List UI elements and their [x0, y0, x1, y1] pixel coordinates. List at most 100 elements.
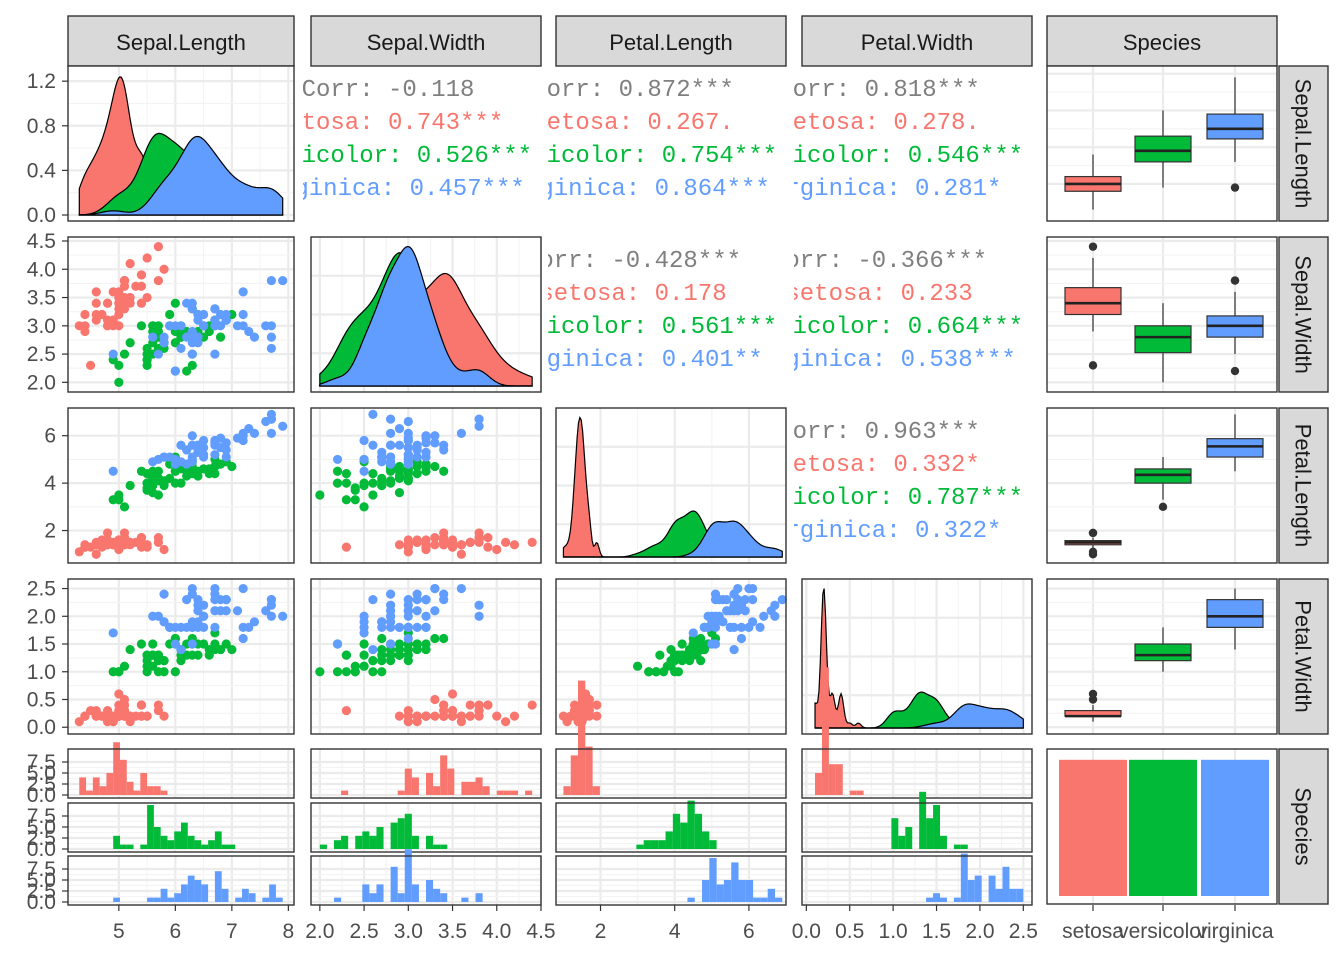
hist-bar — [153, 786, 161, 795]
strip-label: Petal.Length — [609, 30, 733, 55]
scatter-point — [359, 617, 369, 627]
strip-label: Petal.Width — [1291, 600, 1316, 713]
panel-2-1 — [310, 407, 543, 564]
scatter-point — [341, 542, 351, 552]
scatter-point — [210, 606, 220, 616]
hist-bar — [926, 818, 934, 849]
strip-background — [1278, 748, 1329, 905]
scatter-point — [261, 606, 271, 616]
panel-4-2 — [555, 680, 787, 906]
scatter-point — [777, 595, 787, 605]
hist-bar — [140, 773, 148, 795]
scatter-point — [430, 606, 440, 616]
hist-bar — [953, 897, 961, 902]
panel-border — [801, 578, 1033, 735]
scatter-point — [102, 528, 113, 538]
strip-label: Sepal.Width — [367, 30, 486, 55]
scatter-point — [131, 281, 141, 291]
hist-bar — [570, 755, 579, 795]
corr-virginica: virginica: 0.322* — [757, 518, 1002, 545]
corr-text-group: Corr: -0.428*** setosa: 0.178 versicolor: … — [539, 248, 777, 374]
hist-facet-setosa — [67, 742, 295, 799]
hist-bar — [919, 791, 927, 849]
scatter-point — [673, 667, 684, 677]
box-outlier — [1158, 502, 1168, 512]
scatter-point — [238, 309, 248, 320]
hist-bar — [133, 790, 141, 795]
scatter-point — [770, 600, 780, 610]
strip-col-species: Species — [1046, 15, 1278, 67]
scatter-point — [238, 622, 248, 632]
scatter-point — [80, 321, 90, 331]
scatter-point — [142, 711, 152, 721]
scatter-point — [386, 476, 396, 486]
hist-bar — [933, 893, 940, 902]
panel-4-0 — [67, 742, 295, 906]
scatter-point — [394, 650, 405, 660]
hist-bar — [665, 831, 673, 849]
scatter-point — [199, 321, 209, 331]
strip-background — [1278, 65, 1329, 222]
scatter-point — [341, 705, 351, 716]
scatter-point — [729, 644, 739, 655]
panel-border — [555, 802, 787, 853]
scatter-point — [249, 428, 260, 438]
scatter-point — [210, 304, 220, 314]
hist-bar — [194, 840, 202, 849]
hist-bar — [856, 790, 864, 795]
scatter-point — [210, 622, 220, 632]
hist-bar — [160, 790, 168, 795]
y-tick-label: 0.4 — [27, 159, 57, 182]
scatter-point — [136, 321, 147, 331]
scatter-point — [412, 452, 422, 462]
scatter-point — [421, 466, 431, 476]
corr-text-group: Corr: 0.963*** setosa: 0.332* versicolor: … — [757, 419, 1023, 545]
panel-border — [67, 236, 295, 393]
scatter-point — [193, 600, 203, 610]
strip-label: Sepal.Length — [1291, 79, 1316, 209]
scatter-point — [770, 611, 780, 621]
hist-bar — [447, 768, 455, 795]
scatter-point — [210, 349, 220, 359]
scatter-point — [182, 366, 192, 376]
y-tick-label: 2.5 — [27, 343, 56, 366]
scatter-point — [377, 650, 387, 660]
hist-bar — [503, 790, 511, 795]
panel-4-1 — [310, 748, 543, 906]
scatter-point — [142, 656, 152, 666]
panel-border — [801, 748, 1033, 799]
scatter-point — [710, 639, 721, 649]
hist-bar — [891, 818, 899, 849]
y-tick-label: 2.5 — [27, 578, 56, 601]
panel-border — [310, 236, 542, 393]
scatter-point — [681, 650, 691, 660]
corr-setosa: setosa: 0.178 — [539, 281, 726, 308]
y-tick-label: 2.5 — [27, 880, 56, 903]
scatter-point — [421, 459, 431, 469]
scatter-point — [199, 639, 209, 649]
scatter-point — [108, 315, 118, 325]
panel-border — [1046, 748, 1278, 905]
scatter-point — [456, 717, 466, 727]
hist-bar — [113, 897, 120, 902]
scatter-point — [377, 480, 387, 491]
hist-bar — [426, 835, 434, 849]
scatter-point — [315, 490, 325, 500]
hist-bar — [658, 840, 666, 849]
hist-bar — [214, 871, 222, 902]
scatter-point — [315, 667, 325, 677]
scatter-point — [722, 606, 732, 616]
hist-bar — [181, 884, 188, 902]
scatter-point — [266, 595, 276, 605]
hist-bar — [767, 888, 775, 902]
hist-facet-virginica — [555, 855, 787, 906]
corr-text-group: Corr: -0.366*** setosa: 0.233 versicolor: … — [794, 248, 1023, 374]
hist-bar — [208, 840, 215, 849]
scatter-point — [430, 461, 440, 472]
scatter-point — [368, 478, 378, 488]
scatter-point — [102, 298, 113, 308]
scatter-point — [412, 469, 422, 479]
box-outlier — [1088, 528, 1098, 538]
panel-border — [1046, 65, 1278, 222]
hist-bar — [235, 897, 243, 902]
